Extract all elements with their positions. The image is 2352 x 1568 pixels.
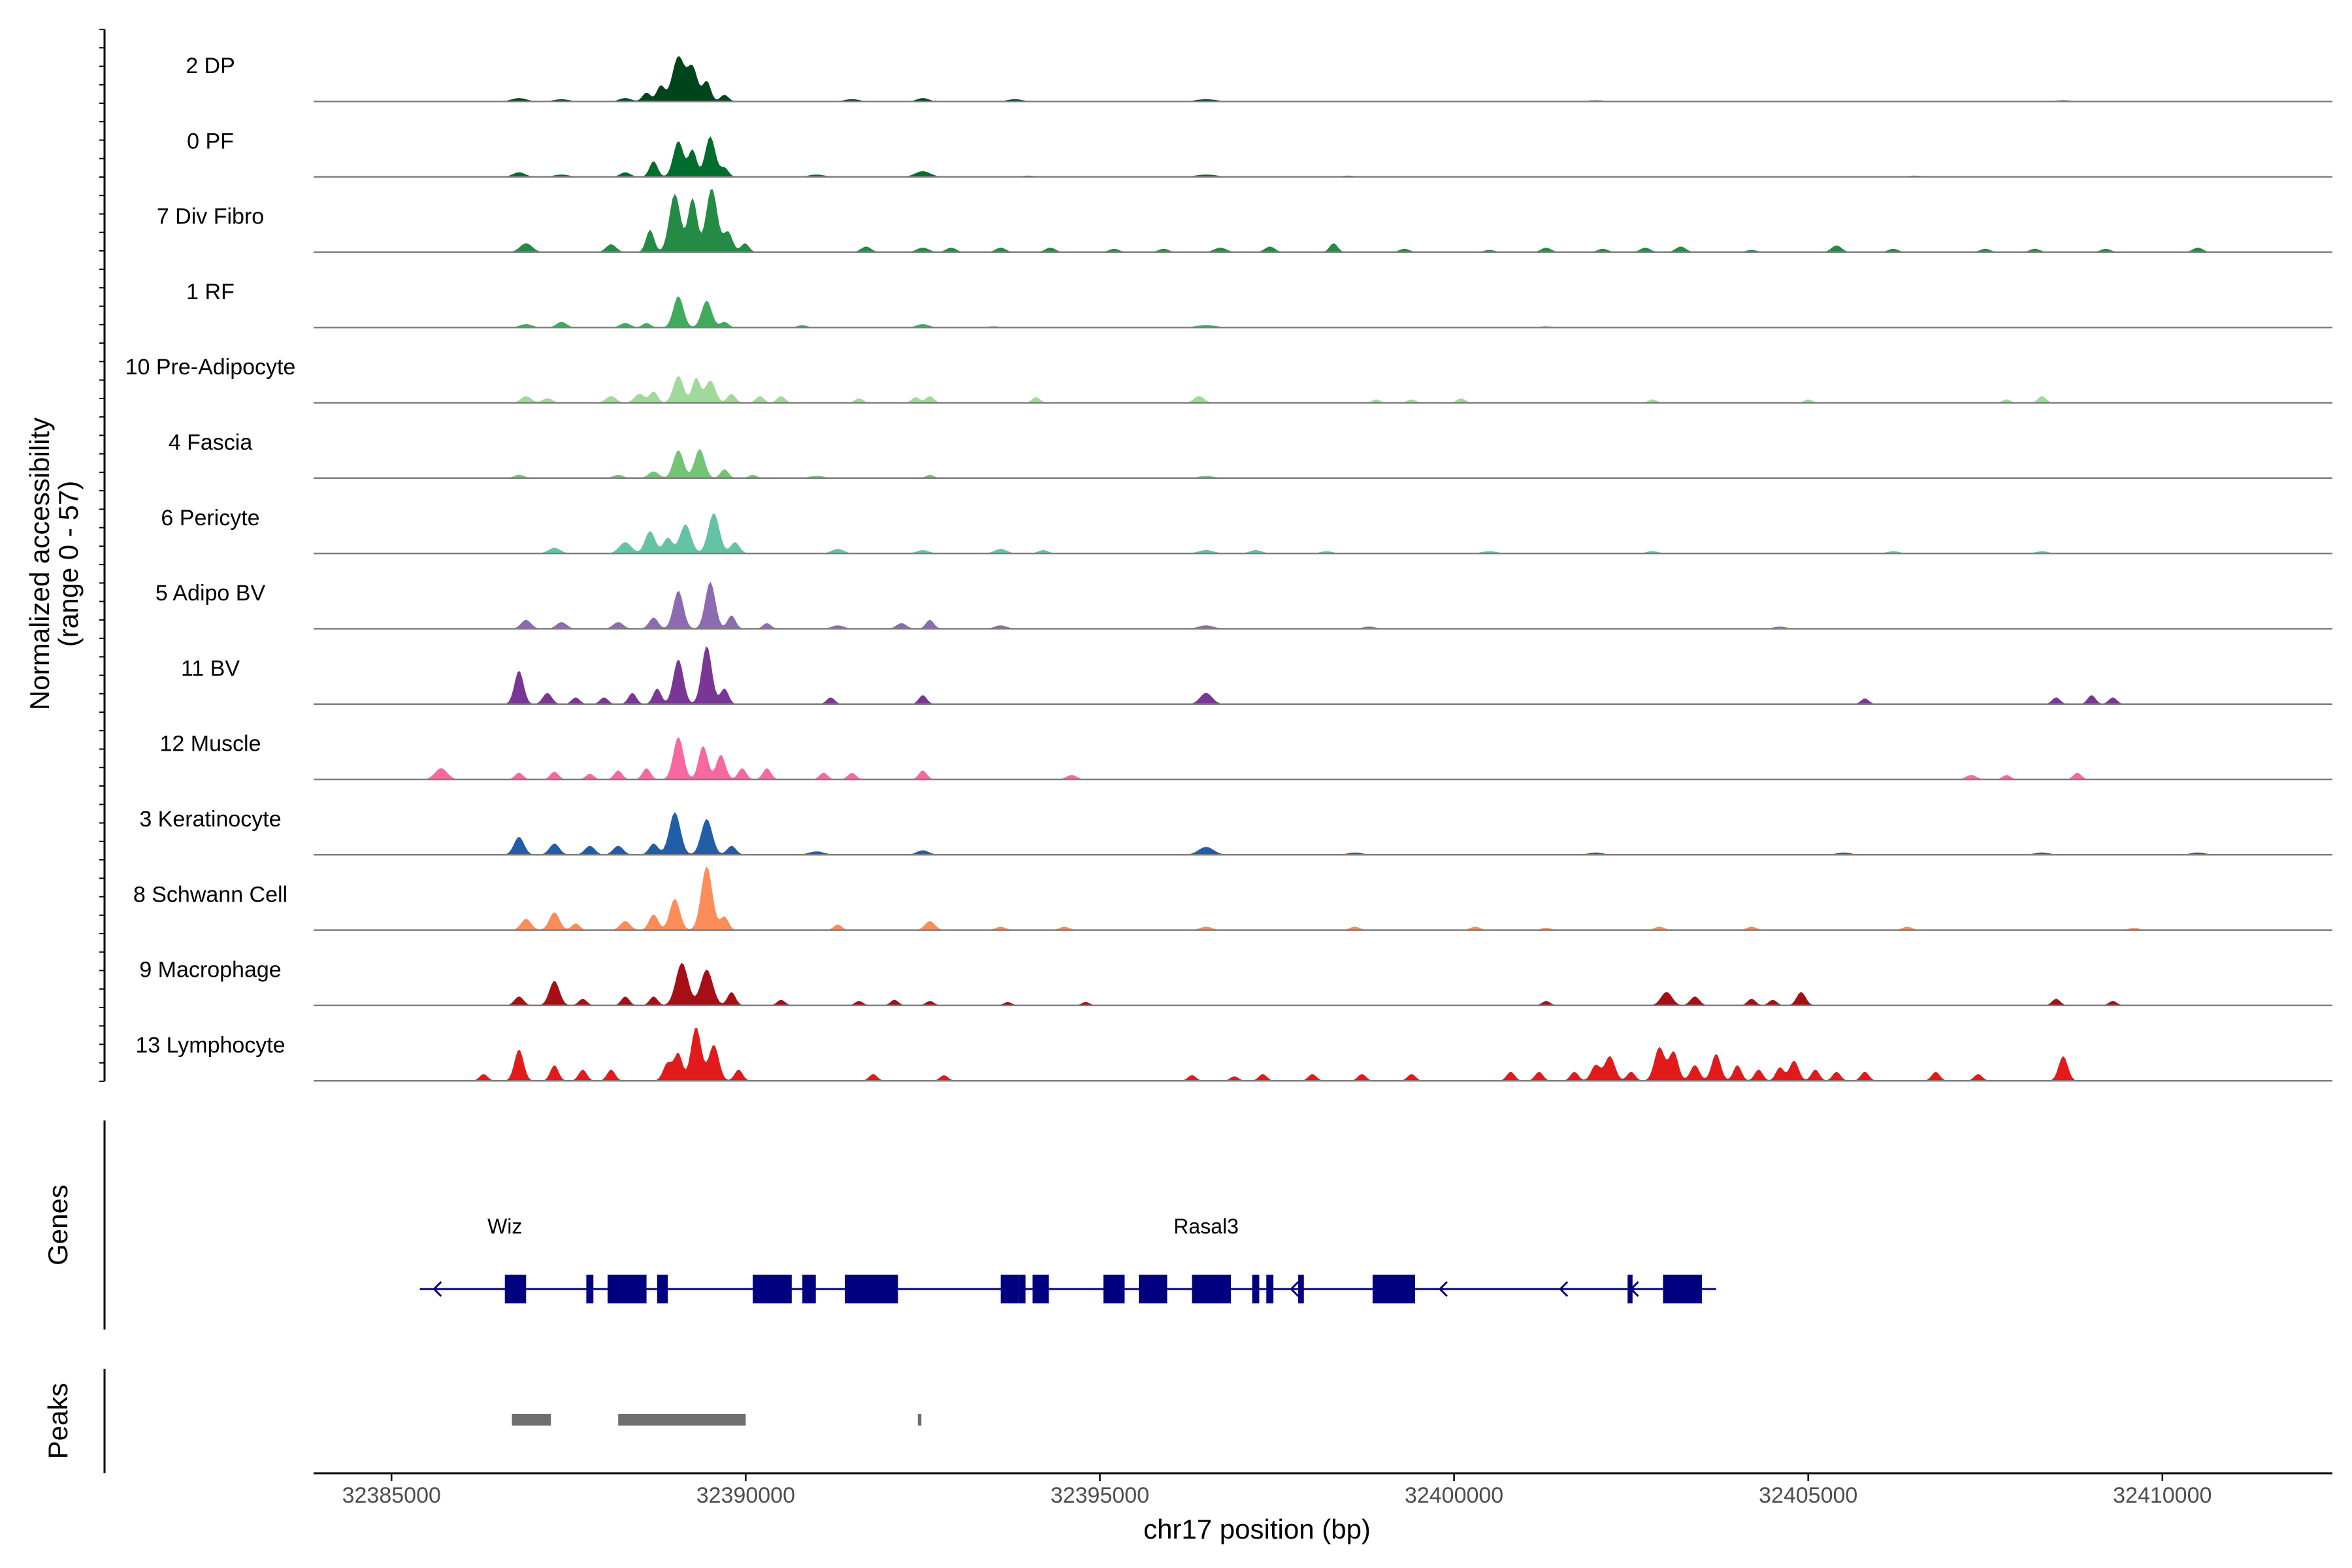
exon <box>845 1275 898 1303</box>
exon <box>1252 1275 1260 1303</box>
exon <box>504 1275 527 1303</box>
x-axis-label: chr17 position (bp) <box>1143 1514 1371 1544</box>
strand-arrow <box>1438 1281 1448 1298</box>
y-axis <box>99 29 106 1082</box>
x-tick-label: 32400000 <box>1405 1483 1503 1508</box>
track-label: 13 Lymphocyte <box>135 1033 285 1058</box>
exon <box>657 1275 668 1303</box>
track-label: 10 Pre-Adipocyte <box>125 355 296 380</box>
x-tick-label: 32405000 <box>1759 1483 1857 1508</box>
x-tick-label: 32410000 <box>2113 1483 2212 1508</box>
peaks-track: Peaks <box>42 1369 922 1473</box>
peak-region <box>512 1414 551 1426</box>
track-area-7 <box>314 514 2332 554</box>
track-area-11 <box>314 812 2332 855</box>
exon <box>1192 1275 1232 1303</box>
y-axis-range-label: (range 0 - 57) <box>53 481 84 647</box>
x-tick-label: 32395000 <box>1051 1483 1149 1508</box>
exon <box>1663 1275 1703 1303</box>
exon <box>1018 1275 1026 1303</box>
exon <box>586 1275 594 1303</box>
exon <box>753 1275 792 1303</box>
track-label: 4 Fascia <box>169 431 253 455</box>
exon <box>802 1275 816 1303</box>
track-label: 6 Pericyte <box>161 506 259 531</box>
strand-arrow <box>433 1281 442 1298</box>
gene-name-rasal3: Rasal3 <box>1173 1215 1239 1238</box>
track-area-12 <box>314 866 2332 930</box>
exon <box>1139 1275 1168 1303</box>
track-label: 1 RF <box>186 280 235 304</box>
track-area-9 <box>314 645 2332 704</box>
peaks-panel-label: Peaks <box>42 1383 73 1460</box>
track-area-3 <box>314 189 2332 252</box>
track-label: 8 Schwann Cell <box>133 882 287 907</box>
track-label: 0 PF <box>187 129 234 154</box>
track-area-10 <box>314 737 2332 779</box>
track-label: 9 Macrophage <box>139 958 281 983</box>
gene-name-wiz: Wiz <box>487 1215 522 1238</box>
track-label: 2 DP <box>186 54 235 78</box>
coverage-tracks: 2 DP 0 PF 7 Div Fibro 1 RF 10 Pre-Adipocyte 4… <box>125 54 2332 1082</box>
y-axis-label: Normalized accessibility <box>24 417 55 710</box>
exon <box>1032 1275 1049 1303</box>
strand-arrow <box>1559 1281 1569 1298</box>
exon <box>1298 1275 1304 1303</box>
track-area-2 <box>314 136 2332 177</box>
exon <box>1103 1275 1125 1303</box>
exon <box>1266 1275 1274 1303</box>
track-label: 11 BV <box>181 656 240 681</box>
track-label: 12 Muscle <box>160 732 261 757</box>
track-area-8 <box>314 581 2332 629</box>
peak-region <box>917 1414 922 1426</box>
exon <box>1372 1275 1415 1303</box>
track-area-4 <box>314 296 2332 328</box>
exon <box>1000 1275 1019 1303</box>
peak-region <box>618 1414 746 1426</box>
track-label: 3 Keratinocyte <box>139 807 281 832</box>
track-area-5 <box>314 376 2332 403</box>
track-label: 5 Adipo BV <box>155 581 266 606</box>
x-axis: 32385000 32390000 32395000 32400000 32405000… <box>314 1472 2332 1508</box>
track-area-6 <box>314 449 2332 478</box>
x-tick-label: 32390000 <box>696 1483 795 1508</box>
x-tick-label: 32385000 <box>342 1483 441 1508</box>
strand-arrow <box>1290 1281 1299 1298</box>
gene-track: Genes Wiz Rasal3 <box>42 1120 1716 1330</box>
exon <box>1627 1275 1633 1303</box>
track-area-1 <box>314 56 2332 102</box>
track-area-13 <box>314 962 2332 1005</box>
track-label: 7 Div Fibro <box>157 204 264 229</box>
track-area-14 <box>314 1028 2332 1081</box>
genes-panel-label: Genes <box>42 1184 73 1266</box>
exon <box>607 1275 647 1303</box>
